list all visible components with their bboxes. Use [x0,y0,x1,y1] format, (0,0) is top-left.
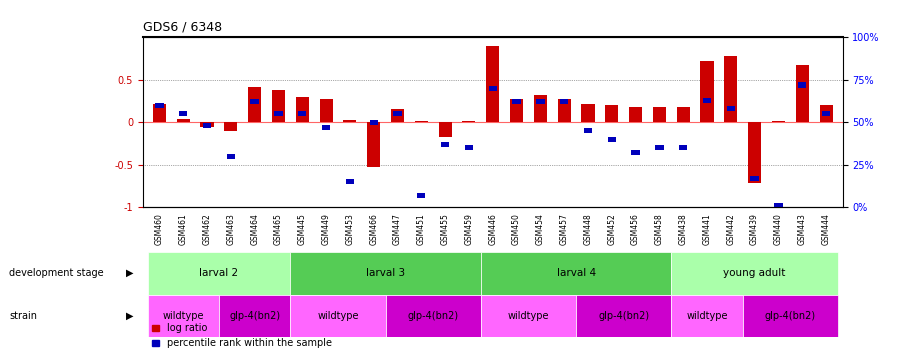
Bar [225,122,238,131]
Text: strain: strain [9,311,37,321]
Bar [655,145,663,150]
Bar [481,295,576,337]
Bar [481,252,671,295]
Text: wildtype: wildtype [686,311,728,321]
Bar [799,82,807,87]
Bar [386,295,481,337]
Bar [581,104,595,122]
Bar [751,176,759,181]
Text: larval 4: larval 4 [556,268,596,278]
Bar [671,295,742,337]
Bar [153,104,166,122]
Bar [367,122,380,167]
Text: glp-4(bn2): glp-4(bn2) [408,311,459,321]
Bar [320,99,332,122]
Text: development stage: development stage [9,268,104,278]
Text: wildtype: wildtype [507,311,549,321]
Bar [560,99,568,105]
Bar [820,105,833,122]
Text: GDS6 / 6348: GDS6 / 6348 [143,21,222,34]
Bar [727,106,735,111]
Bar [677,107,690,122]
Bar [742,295,838,337]
Bar [414,121,428,122]
Text: wildtype: wildtype [317,311,359,321]
Text: glp-4(bn2): glp-4(bn2) [229,311,280,321]
Bar [272,90,285,122]
Text: young adult: young adult [723,268,786,278]
Text: wildtype: wildtype [162,311,204,321]
Bar [488,86,497,91]
Bar [274,111,283,116]
Bar [557,99,571,122]
Bar [486,46,499,122]
Bar [724,56,738,122]
Text: larval 2: larval 2 [199,268,239,278]
Bar [322,125,331,130]
Bar [345,179,354,184]
Bar [512,99,520,105]
Bar [251,99,259,105]
Bar [298,111,307,116]
Bar [703,98,711,103]
Bar [179,111,187,116]
Bar [608,137,616,142]
Bar [296,97,309,122]
Bar [671,252,838,295]
Bar [772,121,785,122]
Bar [156,103,164,108]
Legend: log ratio, percentile rank within the sample: log ratio, percentile rank within the sa… [147,320,336,352]
Bar [203,123,211,128]
Bar [219,295,290,337]
Bar [177,119,190,122]
Bar [248,87,262,122]
Bar [534,95,547,122]
Bar [510,99,523,122]
Bar [462,121,475,122]
Bar [290,295,386,337]
Bar [701,61,714,122]
Bar [822,111,830,116]
Bar [438,122,451,137]
Bar [796,65,809,122]
Text: glp-4(bn2): glp-4(bn2) [598,311,649,321]
Bar [629,107,642,122]
Bar [393,111,402,116]
Bar [653,107,666,122]
Text: ▶: ▶ [126,311,134,321]
Text: ▶: ▶ [126,268,134,278]
Bar [605,105,618,122]
Bar [679,145,687,150]
Bar [584,128,592,133]
Text: glp-4(bn2): glp-4(bn2) [764,311,816,321]
Bar [576,295,671,337]
Bar [417,193,426,198]
Bar [536,99,544,105]
Bar [344,120,356,122]
Bar [147,252,290,295]
Bar [441,142,449,147]
Bar [391,109,404,122]
Bar [290,252,481,295]
Bar [227,154,235,159]
Bar [369,120,378,125]
Bar [775,203,783,208]
Bar [147,295,219,337]
Bar [632,150,640,155]
Bar [465,145,473,150]
Bar [201,122,214,127]
Text: larval 3: larval 3 [366,268,405,278]
Bar [748,122,761,183]
